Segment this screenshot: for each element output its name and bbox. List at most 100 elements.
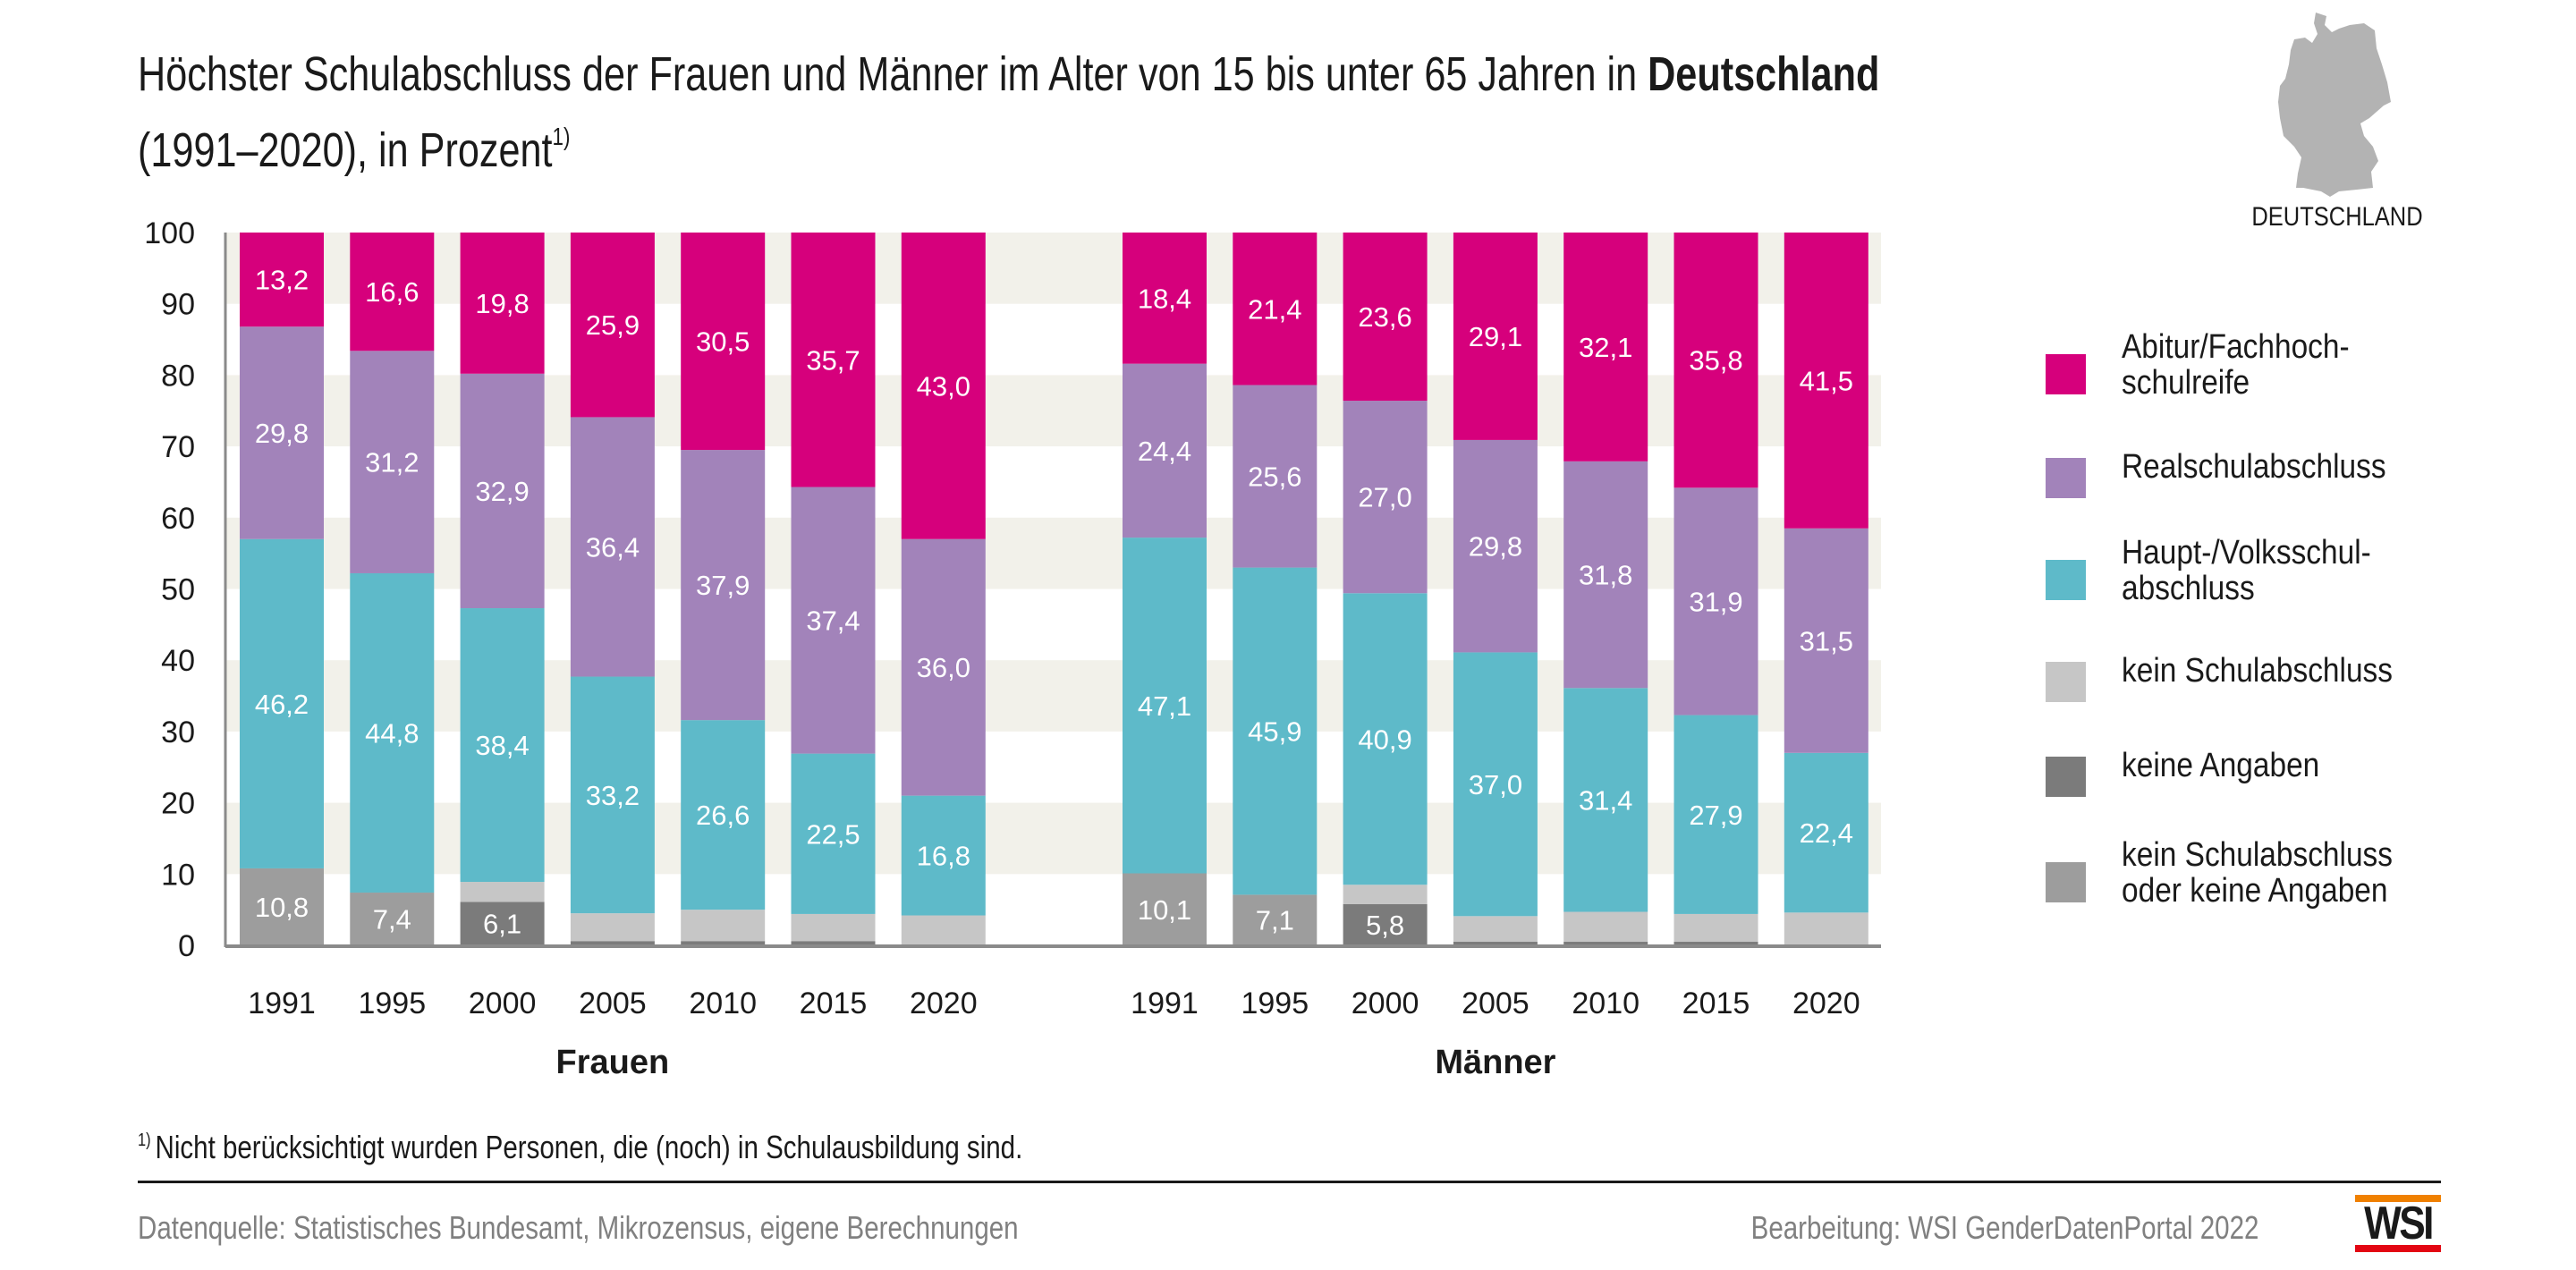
bar-segment-kein_oder_ka	[1233, 894, 1318, 945]
footer-divider	[138, 1181, 2441, 1183]
legend-swatch	[2046, 354, 2086, 394]
y-tick-label: 10	[161, 858, 195, 892]
value-label: 31,8	[1579, 560, 1632, 591]
bar-segment-abitur	[1784, 233, 1868, 529]
bar-segment-haupt	[1674, 715, 1758, 914]
bar-segment-ka	[681, 941, 766, 945]
bar-segment-haupt	[681, 720, 766, 910]
value-label: 30,5	[696, 326, 750, 358]
logo-text: WSI	[2364, 1198, 2434, 1249]
bar-segment-real	[1453, 439, 1538, 653]
x-tick-label: 2010	[1572, 986, 1640, 1020]
value-label: 38,4	[475, 730, 529, 761]
y-tick-label: 50	[161, 573, 195, 607]
stacked-bar-chart: 0 10 20 30 40 50 60 70 80 90 100 10,8 46,2 29,8 13,2 19…	[144, 216, 1881, 1081]
value-label: 22,4	[1800, 817, 1853, 849]
title-line-1: Höchster Schulabschluss der Frauen und M…	[138, 43, 1879, 106]
bar-segment-real	[791, 487, 876, 754]
y-tick-label: 30	[161, 715, 195, 749]
germany-map-icon	[2278, 13, 2391, 197]
value-label: 6,1	[483, 909, 521, 940]
bar-segment-real	[1343, 401, 1428, 594]
bar-segment-real	[1123, 363, 1207, 538]
legend-label: kein Schulabschluss	[2122, 652, 2393, 690]
bar-segment-abitur	[570, 233, 655, 418]
value-label: 29,8	[255, 418, 309, 449]
legend-label: Haupt-/Volksschul- abschluss	[2122, 534, 2371, 607]
bar-segment-haupt	[350, 572, 435, 893]
bar-segment-kein	[681, 910, 766, 942]
value-label: 16,6	[365, 276, 419, 308]
value-label: 37,0	[1469, 769, 1522, 800]
legend-swatch	[2046, 662, 2086, 702]
bar-segment-real	[460, 373, 545, 609]
y-tick-label: 70	[161, 430, 195, 464]
bar-segment-kein_oder_ka	[350, 893, 435, 945]
legend-swatch	[2046, 757, 2086, 797]
value-label: 43,0	[917, 370, 970, 402]
value-label: 29,8	[1469, 531, 1522, 563]
chart-title: Höchster Schulabschluss der Frauen und M…	[138, 43, 2315, 182]
bar-segment-kein_oder_ka	[240, 868, 324, 945]
bar-segment-ka	[1674, 942, 1758, 945]
x-tick-label: 1991	[1131, 986, 1199, 1020]
bar-segment-haupt	[901, 795, 986, 916]
value-label: 32,9	[475, 476, 529, 507]
bar-segment-real	[350, 351, 435, 573]
title-subtext: (1991–2020), in Prozent	[138, 123, 553, 177]
bar-segment-haupt	[1123, 538, 1207, 874]
bar-segment-real	[1563, 461, 1648, 689]
legend-swatch	[2046, 560, 2086, 600]
bar-segment-abitur	[1674, 233, 1758, 488]
value-label: 21,4	[1248, 293, 1301, 325]
bar-segment-abitur	[350, 233, 435, 351]
bar-segment-kein	[901, 915, 986, 945]
bar-segment-real	[570, 417, 655, 677]
bar-segment-kein_oder_ka	[1123, 873, 1207, 945]
value-label: 45,9	[1248, 716, 1301, 748]
y-tick-label: 60	[161, 502, 195, 536]
bar-segment-kein	[1784, 912, 1868, 945]
legend-label: keine Angaben	[2122, 747, 2320, 784]
bar-segment-real	[1784, 528, 1868, 753]
x-tick-label: 2000	[1352, 986, 1419, 1020]
value-label: 10,8	[255, 892, 309, 923]
x-tick-label: 2005	[1462, 986, 1530, 1020]
data-source: Datenquelle: Statistisches Bundesamt, Mi…	[138, 1209, 1019, 1246]
legend-label: kein Schulabschluss oder keine Angaben	[2122, 836, 2393, 910]
legend-label: Realschulabschluss	[2122, 448, 2386, 486]
value-label: 47,1	[1138, 690, 1191, 722]
legend-label: Abitur/Fachhoch- schulreife	[2122, 328, 2350, 402]
value-label: 7,4	[373, 904, 411, 936]
bar-segment-ka	[1563, 942, 1648, 945]
footnote-marker: 1)	[552, 123, 571, 150]
bar-segment-ka	[1343, 903, 1428, 945]
value-label: 44,8	[365, 717, 419, 749]
value-label: 23,6	[1358, 301, 1411, 333]
x-tick-label: 2015	[800, 986, 868, 1020]
y-tick-label: 80	[161, 359, 195, 393]
value-label: 31,5	[1800, 625, 1853, 656]
y-tick-label: 40	[161, 644, 195, 678]
bar-segment-real	[240, 326, 324, 539]
x-tick-label: 1995	[358, 986, 426, 1020]
bar-segment-abitur	[681, 233, 766, 451]
bar-segment-abitur	[1343, 233, 1428, 402]
value-label: 31,9	[1689, 586, 1742, 617]
value-label: 25,9	[586, 309, 640, 341]
germany-shape	[2278, 13, 2391, 197]
bar-segment-real	[1674, 487, 1758, 715]
value-label: 31,2	[365, 447, 419, 478]
labels: 0 10 20 30 40 50 60 70 80 90 100 10,8 46,2 29,8 13,2 19…	[144, 216, 1860, 1081]
group-label: Frauen	[556, 1044, 670, 1081]
footnote: 1) Nicht berücksichtigt wurden Personen, …	[138, 1129, 1022, 1166]
title-line-2: (1991–2020), in Prozent1)	[138, 106, 1879, 182]
value-label: 31,4	[1579, 784, 1632, 816]
value-label: 5,8	[1366, 910, 1404, 941]
title-region: Deutschland	[1648, 47, 1880, 101]
bar-segment-haupt	[1563, 688, 1648, 912]
x-tick-label: 2020	[1792, 986, 1860, 1020]
bar-segment-kein	[460, 882, 545, 902]
bar-segment-ka	[1453, 942, 1538, 945]
bar-segment-haupt	[1233, 567, 1318, 895]
